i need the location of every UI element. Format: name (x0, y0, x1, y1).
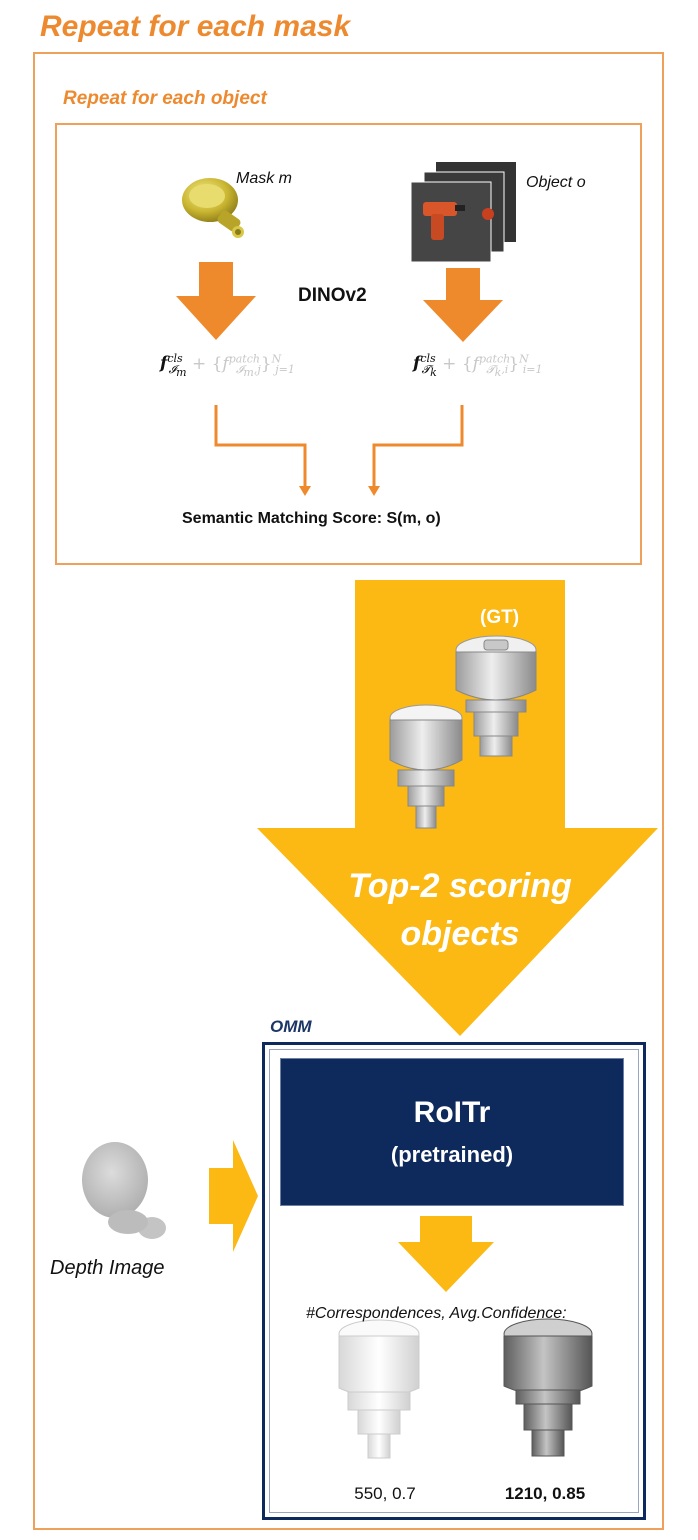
left-connector (214, 405, 307, 488)
result-value-1: 550, 0.7 (354, 1484, 416, 1503)
correspondence-label: #Correspondences, Avg.Confidence: (306, 1305, 567, 1322)
gt-label: (GT) (480, 607, 520, 628)
top2-selection-arrow (257, 580, 658, 1036)
roitr-model-box (280, 1058, 624, 1206)
object-label: Object o (526, 174, 586, 191)
omm-graphics (338, 1216, 593, 1459)
result-value-2: 1210, 0.85 (504, 1484, 586, 1503)
mask-object-image (182, 178, 244, 238)
depth-image-label: Depth Image (50, 1257, 165, 1279)
omm-label: OMM (270, 1017, 312, 1036)
result-object-1 (338, 1319, 420, 1459)
candidate-object-model (389, 704, 463, 829)
object-feature-formula: fcls𝓣k + {fpatch𝓣k,i}Ni=1 (413, 352, 543, 380)
left-down-arrow (176, 262, 256, 340)
inner-loop-frame (55, 123, 642, 565)
omm-down-arrow (398, 1216, 494, 1292)
roitr-title: RoITr (413, 1096, 491, 1129)
result-object-2 (503, 1318, 593, 1457)
right-down-arrow (423, 268, 503, 342)
top2-line-2: objects (400, 915, 520, 953)
roitr-subtitle: (pretrained) (390, 1142, 514, 1167)
mask-label: Mask m (236, 170, 292, 187)
right-connector (372, 405, 464, 488)
object-template-stack (410, 162, 516, 263)
depth-image (82, 1142, 166, 1239)
outer-loop-frame (33, 52, 664, 1530)
omm-inner-border (269, 1049, 639, 1513)
inner-loop-title: Repeat for each object (63, 88, 267, 109)
semantic-matching-score-label: Semantic Matching Score: S(m, o) (182, 510, 441, 527)
top2-label: Top-2 scoring objects (345, 862, 575, 958)
depth-to-omm-arrow (209, 1140, 258, 1252)
top2-line-1: Top-2 scoring (348, 867, 572, 905)
mask-feature-formula: fcls𝓘m + {fpatch𝓘m,j}Nj=1 (160, 352, 295, 380)
dinov2-label: DINOv2 (298, 285, 367, 306)
outer-loop-title: Repeat for each mask (40, 10, 351, 43)
gt-object-model (455, 635, 537, 757)
